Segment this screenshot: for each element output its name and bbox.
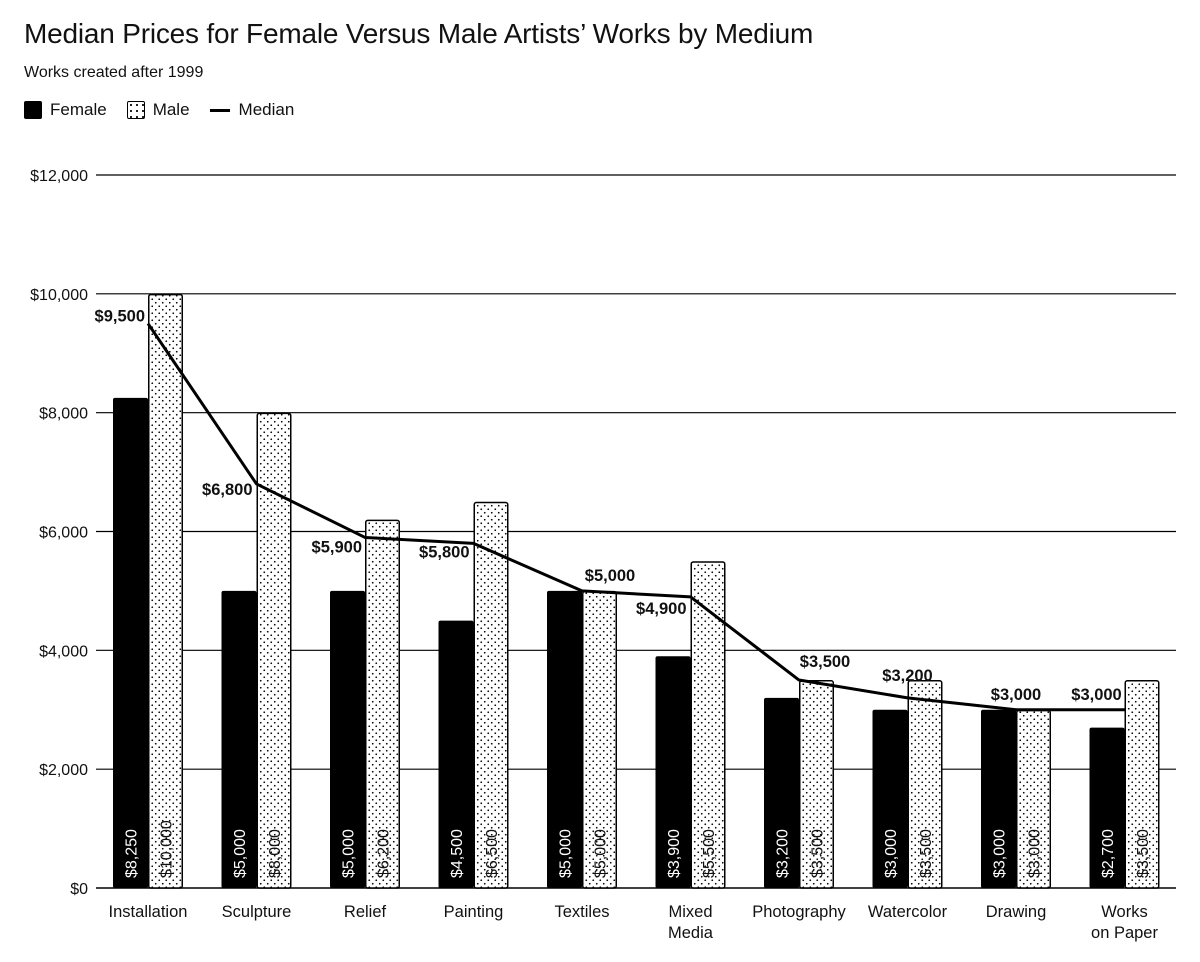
bar-male: [690, 561, 726, 889]
x-tick-label: Photography: [752, 903, 846, 921]
bar-label-female: $8,250: [124, 829, 141, 878]
legend: Female Male Median: [24, 100, 314, 120]
bar-label-male: $6,500: [484, 829, 501, 878]
bar-label-male: $3,500: [918, 829, 935, 878]
bar-label-female: $5,000: [341, 829, 358, 878]
bar-male: [473, 501, 509, 889]
legend-label-male: Male: [152, 100, 190, 119]
median-label: $9,500: [95, 308, 145, 326]
bar-label-female: $3,200: [775, 829, 792, 878]
x-tick-label: Relief: [344, 903, 387, 921]
median-line: [146, 322, 1125, 712]
legend-swatch-median: [209, 108, 230, 112]
y-tick-label: $6,000: [39, 525, 88, 542]
chart-title: Median Prices for Female Versus Male Art…: [24, 18, 814, 49]
bar-female: [655, 656, 691, 888]
bar-female: [872, 709, 908, 888]
bar-female: [221, 590, 257, 888]
bar-female: [764, 697, 799, 888]
bar-label-male: $10,000: [159, 820, 176, 878]
bar-male: [148, 293, 183, 889]
bar-female: [438, 620, 474, 888]
bar-label-male: $6,200: [376, 829, 393, 878]
median-label: $3,200: [882, 667, 932, 685]
legend-item-female: Female: [24, 100, 107, 120]
y-tick-label: $2,000: [39, 762, 88, 779]
x-tick-label: Media: [668, 924, 714, 942]
x-tick-label: Works: [1101, 903, 1147, 921]
bar-female: [981, 709, 1016, 888]
x-tick-label: Mixed: [668, 903, 712, 921]
median-line-group: [146, 322, 1125, 712]
legend-item-male: Male: [126, 100, 190, 120]
median-label: $6,800: [202, 481, 252, 499]
y-tick-label: $0: [70, 881, 88, 898]
legend-label-median: Median: [238, 100, 295, 119]
legend-swatch-male: [126, 101, 145, 119]
labels: $0 $2,000 $4,000 $6,000 $8,000 $10,000 $12,000…: [30, 168, 1158, 942]
y-tick-label: $12,000: [30, 168, 88, 185]
bar-label-male: $5,000: [593, 829, 610, 878]
bar-label-female: $2,700: [1100, 829, 1117, 878]
median-label: $5,900: [312, 538, 362, 556]
bar-label-female: $3,000: [883, 829, 900, 878]
chart-subtitle: Works created after 1999: [24, 64, 204, 81]
x-tick-label: Watercolor: [868, 903, 948, 921]
bar-female: [547, 590, 582, 888]
median-label: $5,800: [419, 543, 469, 561]
bar-female: [113, 397, 148, 888]
x-tick-label: Textiles: [554, 903, 609, 921]
legend-item-median: Median: [209, 100, 295, 120]
bar-male: [799, 680, 834, 889]
x-tick-label: Painting: [444, 903, 504, 921]
y-tick-label: $10,000: [30, 287, 88, 304]
bar-label-male: $5,500: [701, 829, 718, 878]
bar-label-female: $5,000: [232, 829, 249, 878]
bar-male: [365, 519, 400, 889]
bars: [113, 293, 1160, 889]
bar-female: [330, 590, 365, 888]
bar-label-female: $5,000: [558, 829, 575, 878]
bar-label-female: $3,000: [992, 829, 1009, 878]
bar-male: [1124, 680, 1160, 889]
x-tick-label: on Paper: [1091, 924, 1158, 942]
median-label: $3,000: [1071, 686, 1121, 704]
bar-female: [1089, 727, 1125, 888]
bar-label-male: $3,500: [810, 829, 827, 878]
x-tick-label: Installation: [109, 903, 188, 921]
x-tick-label: Sculpture: [222, 903, 292, 921]
median-label: $4,900: [636, 600, 686, 618]
bar-male: [907, 680, 943, 889]
bar-label-male: $3,500: [1135, 829, 1152, 878]
y-tick-label: $4,000: [39, 643, 88, 660]
x-tick-label: Drawing: [986, 903, 1047, 921]
median-label: $5,000: [585, 567, 635, 585]
median-label: $3,000: [991, 686, 1041, 704]
bar-label-male: $3,000: [1027, 829, 1044, 878]
legend-swatch-female: [24, 101, 42, 119]
bar-label-female: $3,900: [666, 829, 683, 878]
legend-label-female: Female: [50, 100, 107, 119]
bar-male: [256, 412, 292, 889]
y-tick-label: $8,000: [39, 406, 88, 423]
median-label: $3,500: [800, 653, 850, 671]
bar-label-male: $8,000: [267, 829, 284, 878]
bar-label-female: $4,500: [449, 829, 466, 878]
